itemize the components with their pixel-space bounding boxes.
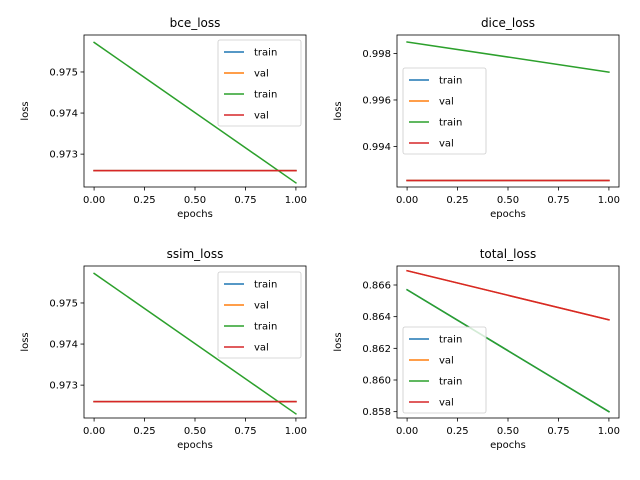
- series-line-train-2: [406, 41, 610, 73]
- legend-label: val: [254, 111, 269, 122]
- legend-label: val: [439, 97, 454, 108]
- x-tick-label: 1.00: [598, 426, 620, 437]
- legend: train val train val: [217, 39, 302, 127]
- chart-title: ssim_loss: [167, 247, 224, 261]
- y-axis-label: loss: [333, 332, 344, 351]
- legend-label: train: [439, 118, 462, 129]
- y-tick-label: 0.998: [362, 49, 391, 60]
- legend-box: [402, 67, 487, 155]
- x-tick-label: 0.50: [184, 195, 206, 206]
- y-tick-label: 0.994: [362, 142, 391, 153]
- legend-label: train: [254, 48, 277, 59]
- subplot-total_loss: 0.00 0.25 0.50 0.75 1.00 0.858 0.860 0.862 0.864…: [333, 247, 620, 451]
- series-line-train-2: [406, 288, 610, 413]
- y-tick-label: 0.974: [49, 340, 78, 351]
- x-tick-label: 0.00: [396, 195, 418, 206]
- x-tick-label: 0.50: [497, 426, 519, 437]
- x-tick-label: 0.75: [547, 426, 569, 437]
- legend-label: train: [254, 280, 277, 291]
- x-tick-label: 0.25: [446, 195, 468, 206]
- y-tick-label: 0.864: [362, 312, 391, 323]
- x-axis-label: epochs: [177, 209, 213, 220]
- x-tick-label: 0.00: [83, 426, 105, 437]
- series-line-train-2: [93, 41, 297, 184]
- x-tick-label: 0.00: [83, 195, 105, 206]
- y-tick-label: 0.866: [362, 281, 391, 292]
- legend: train val train val: [402, 67, 487, 155]
- legend-label: train: [254, 90, 277, 101]
- y-tick-label: 0.973: [49, 150, 78, 161]
- x-tick-label: 0.75: [234, 426, 256, 437]
- series-line-val-3: [406, 269, 610, 321]
- chart-title: dice_loss: [481, 16, 535, 30]
- y-tick-label: 0.996: [362, 95, 391, 106]
- legend-label: val: [439, 356, 454, 367]
- legend-label: val: [439, 398, 454, 409]
- chart-title: total_loss: [480, 247, 537, 261]
- x-axis-label: epochs: [177, 440, 213, 451]
- legend-label: val: [254, 301, 269, 312]
- x-axis-label: epochs: [490, 440, 526, 451]
- legend-box: [217, 271, 302, 359]
- subplot-bce_loss: 0.00 0.25 0.50 0.75 1.00 0.973 0.974 0.975 bce_l…: [20, 16, 307, 220]
- x-tick-label: 0.75: [547, 195, 569, 206]
- legend: train val train val: [402, 326, 487, 414]
- y-tick-label: 0.973: [49, 381, 78, 392]
- y-tick-label: 0.862: [362, 344, 391, 355]
- legend-box: [402, 326, 487, 414]
- x-tick-label: 0.00: [396, 426, 418, 437]
- legend-label: train: [439, 377, 462, 388]
- legend-label: val: [254, 343, 269, 354]
- x-axis-label: epochs: [490, 209, 526, 220]
- x-tick-label: 0.25: [446, 426, 468, 437]
- legend: train val train val: [217, 271, 302, 359]
- chart-title: bce_loss: [170, 16, 221, 30]
- y-tick-label: 0.974: [49, 109, 78, 120]
- series-line-train-2: [93, 272, 297, 415]
- legend-label: train: [439, 76, 462, 87]
- y-axis-label: loss: [333, 101, 344, 120]
- x-tick-label: 0.25: [133, 195, 155, 206]
- x-tick-label: 1.00: [285, 426, 307, 437]
- legend-label: train: [439, 335, 462, 346]
- y-axis-label: loss: [20, 332, 31, 351]
- subplot-ssim_loss: 0.00 0.25 0.50 0.75 1.00 0.973 0.974 0.975 ssim_…: [20, 247, 307, 451]
- y-tick-label: 0.975: [49, 67, 78, 78]
- x-tick-label: 0.50: [184, 426, 206, 437]
- legend-label: val: [254, 69, 269, 80]
- legend-label: val: [439, 139, 454, 150]
- y-axis-label: loss: [20, 101, 31, 120]
- x-tick-label: 0.25: [133, 426, 155, 437]
- subplot-dice_loss: 0.00 0.25 0.50 0.75 1.00 0.994 0.996 0.998 dice_…: [333, 16, 620, 220]
- legend-label: train: [254, 322, 277, 333]
- x-tick-label: 0.50: [497, 195, 519, 206]
- y-tick-label: 0.975: [49, 298, 78, 309]
- x-tick-label: 1.00: [598, 195, 620, 206]
- x-tick-label: 1.00: [285, 195, 307, 206]
- y-tick-label: 0.858: [362, 407, 391, 418]
- x-tick-label: 0.75: [234, 195, 256, 206]
- legend-box: [217, 39, 302, 127]
- y-tick-label: 0.860: [362, 376, 391, 387]
